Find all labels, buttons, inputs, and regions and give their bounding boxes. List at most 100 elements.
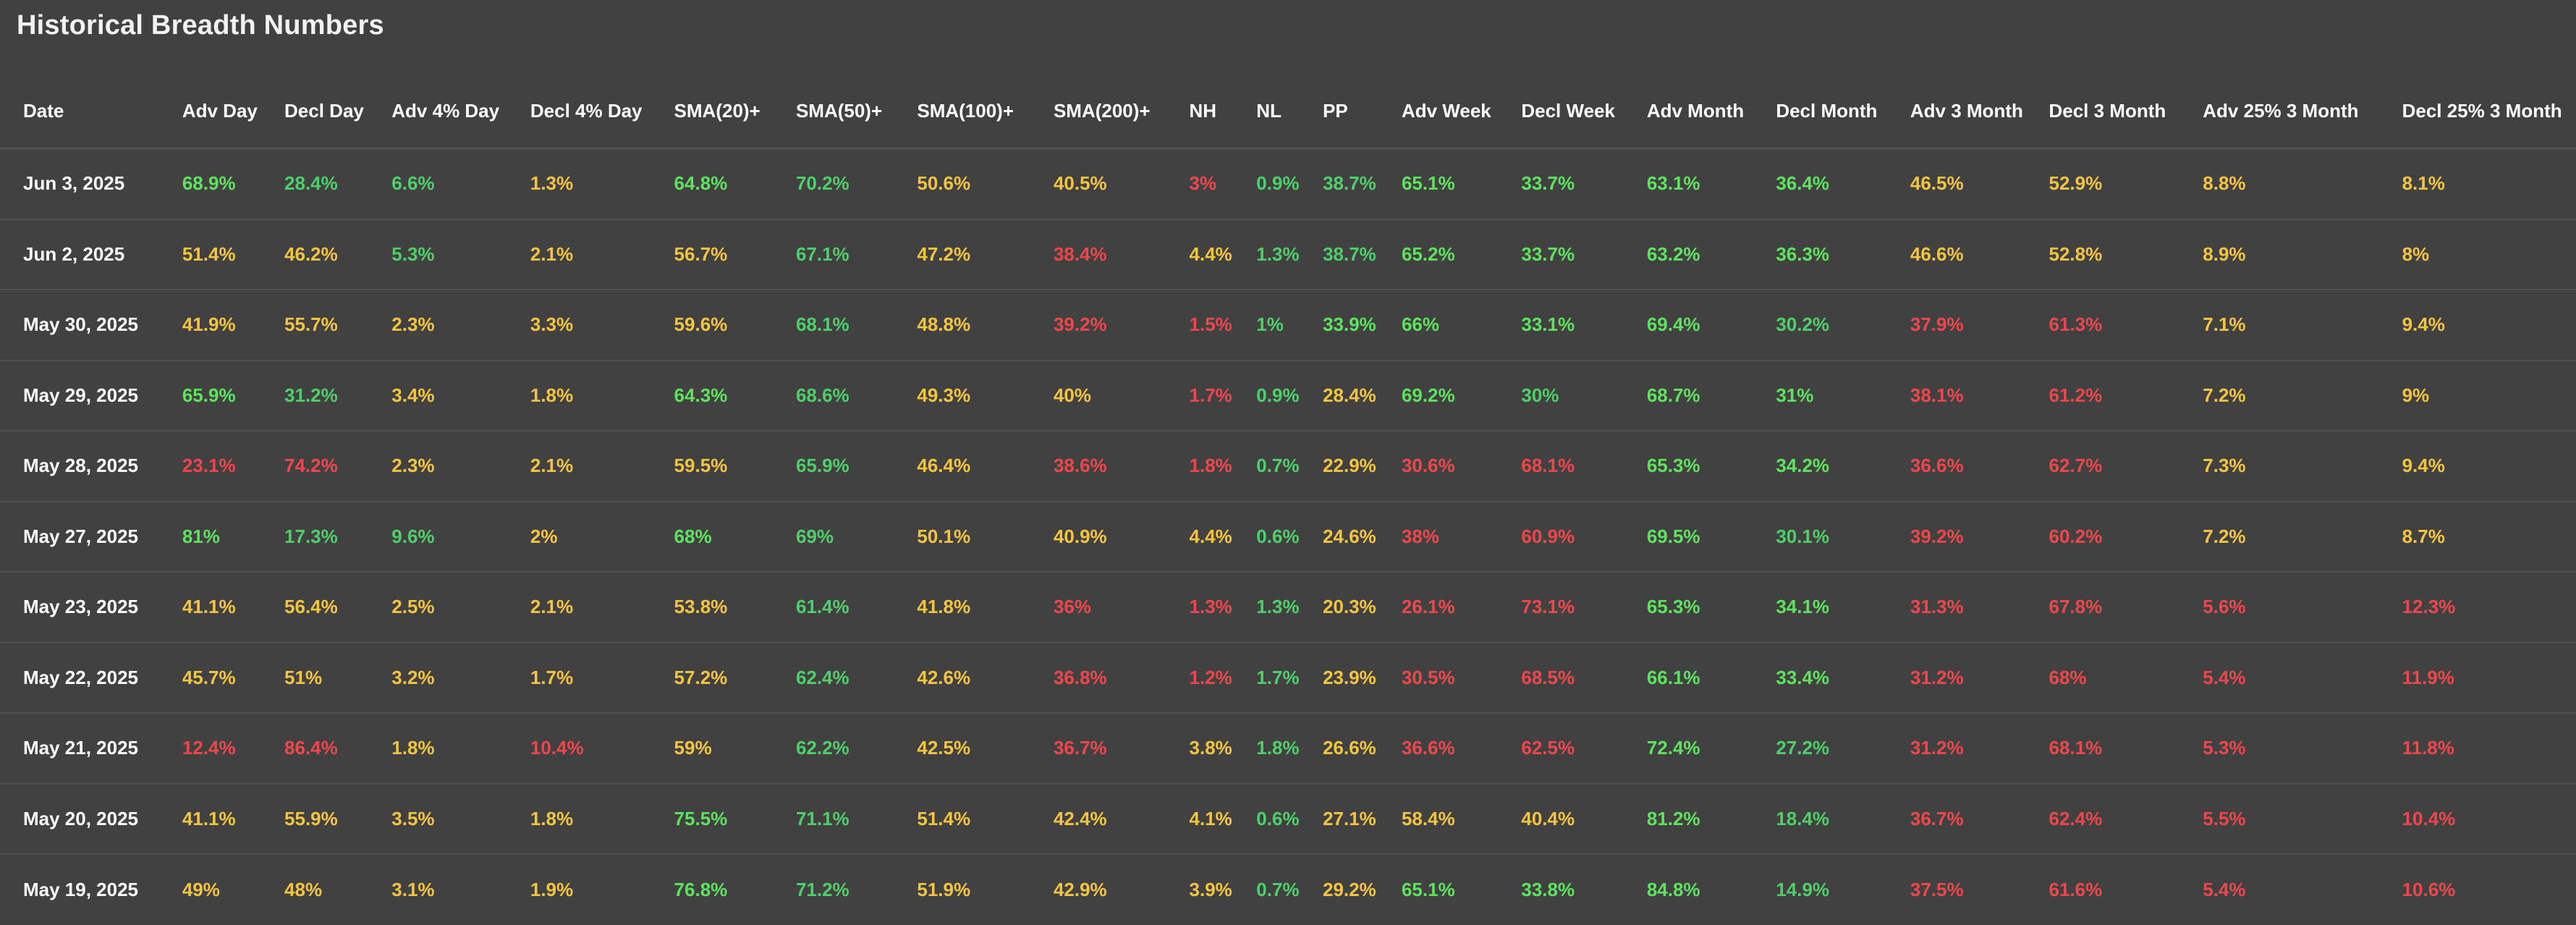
cell-decl-3-month: 68.1% bbox=[2025, 713, 2180, 785]
cell-decl-month: 33.4% bbox=[1753, 642, 1887, 714]
cell-decl-week: 68.5% bbox=[1498, 642, 1624, 714]
column-header-decl-25-3-month: Decl 25% 3 Month bbox=[2378, 75, 2576, 149]
cell-adv-25-3-month: 7.1% bbox=[2179, 290, 2379, 361]
cell-decl-3-month: 62.7% bbox=[2025, 431, 2180, 502]
cell-adv-4-day: 3.2% bbox=[368, 642, 507, 714]
cell-nl: 1.3% bbox=[1233, 572, 1300, 643]
cell-decl-25-3-month: 9.4% bbox=[2378, 290, 2576, 361]
cell-nh: 1.8% bbox=[1166, 431, 1234, 502]
cell-adv-3-month: 36.7% bbox=[1886, 783, 2026, 855]
column-header-sma-20: SMA(20)+ bbox=[651, 75, 773, 149]
cell-decl-week: 68.1% bbox=[1498, 431, 1624, 502]
table-row: May 22, 2025 45.7% 51% 3.2% 1.7% 57.2% 62.4% 42… bbox=[0, 642, 2576, 714]
cell-sma-100: 48.8% bbox=[894, 290, 1030, 361]
cell-adv-25-3-month: 7.3% bbox=[2179, 431, 2379, 502]
cell-decl-3-month: 68% bbox=[2025, 642, 2180, 714]
cell-sma-200: 39.2% bbox=[1030, 290, 1166, 361]
cell-decl-4-day: 2.1% bbox=[507, 219, 651, 290]
cell-adv-week: 66% bbox=[1378, 290, 1499, 361]
cell-adv-25-3-month: 8.8% bbox=[2179, 148, 2379, 220]
cell-decl-4-day: 3.3% bbox=[507, 290, 651, 361]
cell-sma-20: 57.2% bbox=[651, 642, 773, 714]
cell-sma-50: 62.4% bbox=[772, 642, 894, 714]
cell-adv-4-day: 6.6% bbox=[368, 148, 507, 220]
cell-nl: 1.8% bbox=[1233, 713, 1300, 785]
cell-pp: 20.3% bbox=[1300, 572, 1378, 643]
cell-decl-4-day: 2% bbox=[507, 501, 651, 573]
cell-decl-month: 31% bbox=[1753, 360, 1887, 431]
table-row: May 20, 2025 41.1% 55.9% 3.5% 1.8% 75.5% 71.1%… bbox=[0, 783, 2576, 855]
cell-adv-week: 36.6% bbox=[1378, 713, 1499, 785]
cell-adv-month: 81.2% bbox=[1623, 783, 1753, 855]
cell-decl-25-3-month: 11.9% bbox=[2378, 642, 2576, 714]
cell-adv-25-3-month: 5.6% bbox=[2179, 572, 2379, 643]
cell-nh: 3.9% bbox=[1189, 878, 1232, 900]
cell-decl-25-3-month: 9% bbox=[2378, 360, 2576, 431]
column-header-sma-100: SMA(100)+ bbox=[894, 75, 1030, 149]
cell-pp: 38.7% bbox=[1300, 219, 1378, 290]
column-header-nl: NL bbox=[1233, 75, 1300, 149]
cell-decl-4-day: 1.8% bbox=[507, 783, 651, 855]
cell-sma-100: 51.9% bbox=[917, 878, 971, 900]
cell-sma-200: 36% bbox=[1030, 572, 1166, 643]
cell-decl-day: 55.7% bbox=[261, 290, 369, 361]
cell-decl-month: 14.9% bbox=[1776, 878, 1830, 900]
cell-adv-25-3-month: 5.4% bbox=[2203, 878, 2246, 900]
cell-decl-day: 31.2% bbox=[261, 360, 369, 431]
cell-adv-25-3-month: 7.2% bbox=[2179, 501, 2379, 573]
cell-sma-50: 70.2% bbox=[772, 148, 894, 220]
column-header-decl-4-day: Decl 4% Day bbox=[507, 75, 651, 149]
date-cell: Jun 3, 2025 bbox=[0, 148, 159, 220]
cell-adv-month: 66.1% bbox=[1623, 642, 1753, 714]
cell-adv-25-3-month: 8.9% bbox=[2179, 219, 2379, 290]
cell-pp: 27.1% bbox=[1300, 783, 1378, 855]
cell-adv-3-month: 31.2% bbox=[1886, 642, 2026, 714]
cell-adv-3-month: 31.2% bbox=[1886, 713, 2026, 785]
cell-adv-3-month: 37.9% bbox=[1886, 290, 2026, 361]
cell-decl-day: 17.3% bbox=[261, 501, 369, 573]
date-cell: May 29, 2025 bbox=[0, 360, 159, 431]
cell-decl-25-3-month: 8.1% bbox=[2378, 148, 2576, 220]
cell-sma-200: 40.9% bbox=[1030, 501, 1166, 573]
cell-pp: 26.6% bbox=[1300, 713, 1378, 785]
cell-adv-week: 65.1% bbox=[1378, 148, 1499, 220]
table-row: May 28, 2025 23.1% 74.2% 2.3% 2.1% 59.5% 65.9%… bbox=[0, 431, 2576, 502]
cell-decl-3-month: 67.8% bbox=[2025, 572, 2180, 643]
cell-adv-day: 41.9% bbox=[158, 290, 262, 361]
cell-sma-20: 59.5% bbox=[651, 431, 773, 502]
cell-adv-month: 63.1% bbox=[1623, 148, 1753, 220]
cell-decl-day: 86.4% bbox=[261, 713, 369, 785]
cell-decl-month: 34.1% bbox=[1753, 572, 1887, 643]
cell-sma-20: 76.8% bbox=[674, 878, 728, 900]
cell-adv-day: 49% bbox=[182, 878, 220, 900]
cell-decl-week: 40.4% bbox=[1498, 783, 1624, 855]
cell-sma-50: 71.2% bbox=[795, 878, 850, 900]
cell-sma-200: 42.4% bbox=[1030, 783, 1166, 855]
cell-adv-3-month: 31.3% bbox=[1886, 572, 2026, 643]
table-row: Jun 2, 2025 51.4% 46.2% 5.3% 2.1% 56.7% 67.1% 4… bbox=[0, 219, 2576, 290]
cell-decl-4-day: 2.1% bbox=[507, 572, 651, 643]
cell-sma-100: 42.5% bbox=[894, 713, 1030, 785]
cell-nh: 3% bbox=[1166, 148, 1234, 220]
cell-sma-100: 42.6% bbox=[894, 642, 1030, 714]
cell-sma-50: 69% bbox=[772, 501, 894, 573]
cell-decl-3-month: 60.2% bbox=[2025, 501, 2180, 573]
date-cell: May 19, 2025 bbox=[23, 878, 139, 900]
cell-adv-4-day: 9.6% bbox=[368, 501, 507, 573]
cell-adv-month: 84.8% bbox=[1646, 878, 1700, 900]
cell-decl-25-3-month: 10.6% bbox=[2402, 878, 2456, 900]
cell-sma-50: 71.1% bbox=[772, 783, 894, 855]
cell-decl-week: 33.7% bbox=[1498, 219, 1624, 290]
table-body: Jun 3, 2025 68.9% 28.4% 6.6% 1.3% 64.8% 70.2% 5… bbox=[0, 148, 2576, 925]
cell-sma-200: 36.7% bbox=[1030, 713, 1166, 785]
cell-decl-week: 30% bbox=[1498, 360, 1624, 431]
page-title: Historical Breadth Numbers bbox=[17, 10, 384, 41]
cell-sma-50: 61.4% bbox=[772, 572, 894, 643]
cell-nl: 1.7% bbox=[1233, 642, 1300, 714]
cell-decl-month: 27.2% bbox=[1753, 713, 1887, 785]
cell-decl-25-3-month: 12.3% bbox=[2378, 572, 2576, 643]
cell-adv-25-3-month: 5.5% bbox=[2179, 783, 2379, 855]
cell-nh: 1.2% bbox=[1166, 642, 1234, 714]
column-header-pp: PP bbox=[1300, 75, 1378, 149]
cell-adv-month: 72.4% bbox=[1623, 713, 1753, 785]
